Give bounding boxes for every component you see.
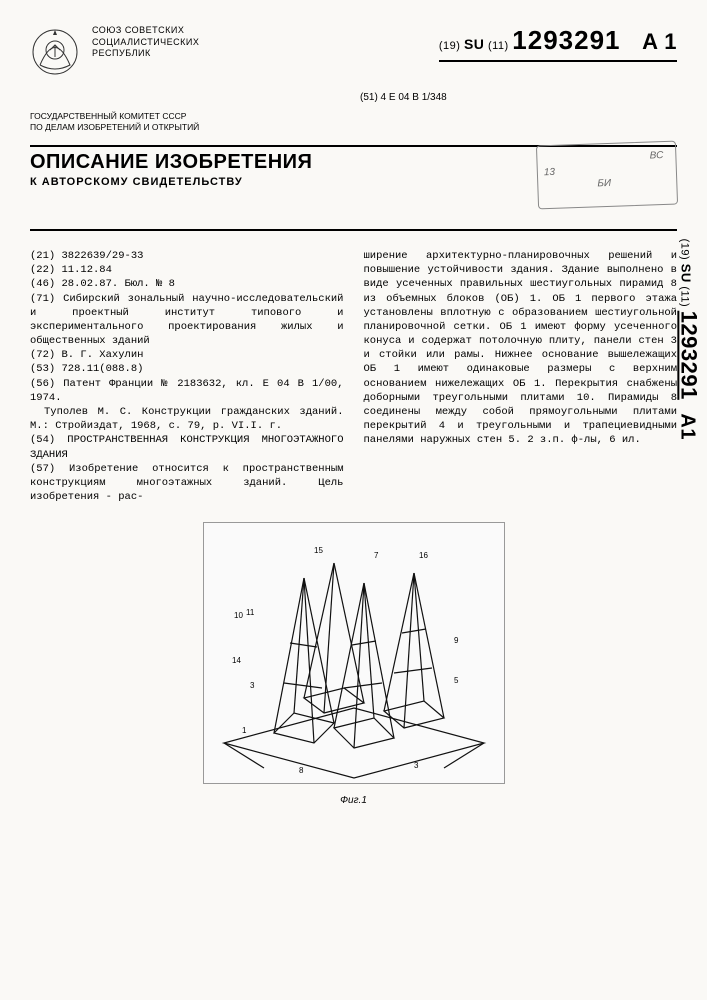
union-text: СОЮЗ СОВЕТСКИХ СОЦИАЛИСТИЧЕСКИХ РЕСПУБЛИ… (92, 25, 199, 60)
title-row: ОПИСАНИЕ ИЗОБРЕТЕНИЯ К АВТОРСКОМУ СВИДЕТ… (30, 151, 677, 215)
ussr-emblem-icon (30, 25, 80, 80)
text-columns: (21) 3822639/29-33 (22) 11.12.84 (46) 28… (30, 249, 677, 504)
figure-1-drawing: 1 3 5 9 7 15 16 10 11 14 8 3 (203, 522, 505, 784)
svg-text:7: 7 (374, 551, 379, 560)
ipc-code: (51) 4 E 04 B 1/348 (360, 92, 677, 103)
svg-text:9: 9 (454, 636, 459, 645)
stamp-box: ВС 13 БИ (536, 141, 678, 210)
right-column: ширение архитектурно-планировочных решен… (364, 249, 678, 504)
pub-prefix: (19) (439, 40, 461, 52)
title-block: ОПИСАНИЕ ИЗОБРЕТЕНИЯ К АВТОРСКОМУ СВИДЕТ… (30, 151, 312, 188)
svg-text:3: 3 (250, 681, 255, 690)
committee-line: ГОСУДАРСТВЕННЫЙ КОМИТЕТ СССР (30, 111, 677, 122)
main-title: ОПИСАНИЕ ИЗОБРЕТЕНИЯ (30, 151, 312, 174)
figure-caption: Фиг.1 (30, 795, 677, 806)
figure-area: 1 3 5 9 7 15 16 10 11 14 8 3 Фиг.1 (30, 522, 677, 806)
biblio-field: (54) ПРОСТРАНСТВЕННАЯ КОНСТРУКЦИЯ МНОГОЭ… (30, 433, 344, 461)
svg-text:3: 3 (414, 761, 419, 770)
header-row: СОЮЗ СОВЕТСКИХ СОЦИАЛИСТИЧЕСКИХ РЕСПУБЛИ… (30, 25, 677, 80)
side-prefix: (19) (678, 239, 690, 261)
divider (439, 60, 677, 62)
side-number: 1293291 (676, 311, 701, 400)
svg-text:8: 8 (299, 766, 304, 775)
biblio-field: (22) 11.12.84 (30, 263, 344, 277)
patent-page: СОЮЗ СОВЕТСКИХ СОЦИАЛИСТИЧЕСКИХ РЕСПУБЛИ… (0, 0, 707, 1000)
publication-number: (19) SU (11) 1293291 A 1 (439, 25, 677, 66)
svg-text:5: 5 (454, 676, 459, 685)
pub-num: 1293291 (512, 25, 620, 55)
stamp-line: БИ (544, 176, 664, 191)
svg-text:15: 15 (314, 546, 323, 555)
side-mid: (11) (678, 286, 690, 307)
biblio-field: (71) Сибирский зональный научно-исследов… (30, 292, 344, 349)
union-line: РЕСПУБЛИК (92, 48, 199, 60)
divider (30, 229, 677, 231)
subtitle: К АВТОРСКОМУ СВИДЕТЕЛЬСТВУ (30, 176, 312, 188)
committee-block: ГОСУДАРСТВЕННЫЙ КОМИТЕТ СССР ПО ДЕЛАМ ИЗ… (30, 111, 677, 133)
pub-mid: (11) (488, 40, 509, 52)
biblio-field: (56) Патент Франции № 2183632, кл. E 04 … (30, 377, 344, 405)
side-code: SU (678, 264, 693, 283)
biblio-field: (21) 3822639/29-33 (30, 249, 344, 263)
svg-text:1: 1 (242, 726, 247, 735)
biblio-field: (57) Изобретение относится к пространств… (30, 462, 344, 505)
union-line: СОЦИАЛИСТИЧЕСКИХ (92, 37, 199, 49)
biblio-field: (53) 728.11(088.8) (30, 362, 344, 376)
union-line: СОЮЗ СОВЕТСКИХ (92, 25, 199, 37)
committee-line: ПО ДЕЛАМ ИЗОБРЕТЕНИЙ И ОТКРЫТИЙ (30, 122, 677, 133)
svg-text:14: 14 (232, 656, 241, 665)
pub-suffix: A 1 (642, 29, 677, 54)
biblio-field: Туполев М. С. Конструкции гражданских зд… (30, 405, 344, 433)
side-suffix: A1 (676, 413, 698, 440)
left-header: СОЮЗ СОВЕТСКИХ СОЦИАЛИСТИЧЕСКИХ РЕСПУБЛИ… (30, 25, 199, 80)
left-column: (21) 3822639/29-33 (22) 11.12.84 (46) 28… (30, 249, 344, 504)
biblio-field: (46) 28.02.87. Бюл. № 8 (30, 277, 344, 291)
svg-text:11: 11 (246, 608, 255, 617)
svg-text:16: 16 (419, 551, 428, 560)
biblio-field: (72) В. Г. Хахулин (30, 348, 344, 362)
svg-text:10: 10 (234, 611, 243, 620)
side-publication-label: (19) SU (11) 1293291 A1 (675, 239, 701, 440)
pub-code: SU (464, 36, 484, 52)
